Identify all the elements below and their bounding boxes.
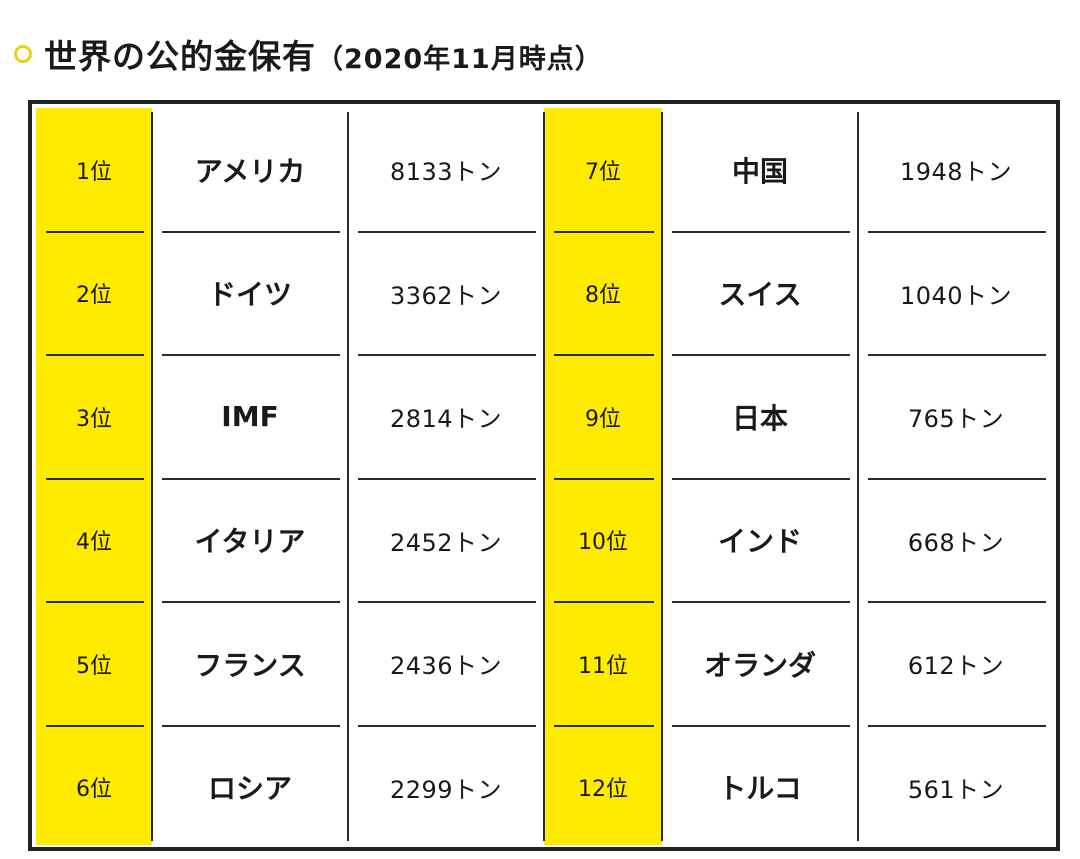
title-main: 世界の公的金保有 [44,37,316,76]
rank-cell: 9位 [585,406,621,432]
country-cell: アメリカ [194,154,306,188]
row-divider [554,724,654,727]
rank-cell: 2位 [76,283,112,308]
row-divider [358,354,536,356]
amount-cell: 2436トン [389,652,503,680]
column-divider [661,112,663,841]
rank-cell: 10位 [578,530,628,555]
row-divider [358,724,536,727]
country-cell: ロシア [207,772,292,805]
rank-cell: 11位 [578,653,628,679]
column-divider [151,112,153,841]
country-cell: 中国 [731,154,788,188]
amount-cell: 561トン [907,775,1005,804]
amount-cell: 668トン [907,528,1005,557]
amount-cell: 2452トン [389,528,503,557]
rank-cell: 4位 [76,530,112,555]
row-divider [46,601,144,603]
amount-cell: 8133トン [389,158,503,186]
title-row: 世界の公的金保有（2020年11月時点） [14,26,603,82]
title-date: （2020年11月時点） [316,44,603,75]
row-divider [554,477,654,480]
row-divider [162,601,340,603]
row-divider [672,724,850,727]
circle-bullet-icon [14,45,32,63]
row-divider [868,601,1046,603]
rank-cell: 8位 [585,283,621,308]
column-divider [857,112,859,841]
country-cell: 日本 [731,401,788,435]
row-divider [162,724,340,727]
row-divider [46,477,144,480]
amount-cell: 2814トン [389,405,503,433]
country-cell: スイス [718,278,802,311]
row-divider [162,230,340,233]
row-divider [868,724,1046,727]
amount-cell: 3362トン [389,281,503,310]
column-divider [347,112,349,841]
page-title: 世界の公的金保有（2020年11月時点） [44,30,603,78]
row-divider [162,477,340,480]
row-divider [554,601,654,603]
rank-cell: 7位 [585,159,621,185]
row-divider [46,230,144,233]
rank-cell: 6位 [76,777,112,802]
row-divider [672,354,850,356]
country-cell: フランス [194,648,306,682]
row-divider [868,354,1046,356]
row-divider [358,230,536,233]
country-cell: ドイツ [207,278,292,311]
country-cell: オランダ [703,648,816,682]
row-divider [868,230,1046,233]
row-divider [46,354,144,356]
row-divider [358,477,536,480]
column-divider [543,112,545,841]
country-cell: イタリア [194,525,306,558]
row-divider [868,477,1046,480]
amount-cell: 1040トン [899,281,1013,310]
row-divider [554,230,654,233]
row-divider [672,477,850,480]
row-divider [672,601,850,603]
row-divider [358,601,536,603]
rank-cell: 3位 [76,406,112,432]
country-cell: IMF [221,400,279,433]
row-divider [46,724,144,727]
rank-cell: 1位 [76,159,112,185]
country-cell: トルコ [718,772,802,805]
amount-cell: 612トン [907,652,1005,680]
row-divider [162,354,340,356]
country-cell: インド [717,525,802,558]
row-divider [672,230,850,233]
amount-cell: 765トン [907,405,1005,433]
rank-cell: 12位 [578,777,628,802]
ranking-table: 1位 アメリカ 8133トン 2位 ドイツ 3362トン 3位 IMF 2814トン 4位 イタリア… [28,100,1060,851]
amount-cell: 2299トン [389,775,503,804]
amount-cell: 1948トン [899,158,1013,186]
rank-cell: 5位 [76,653,112,679]
row-divider [554,354,654,356]
